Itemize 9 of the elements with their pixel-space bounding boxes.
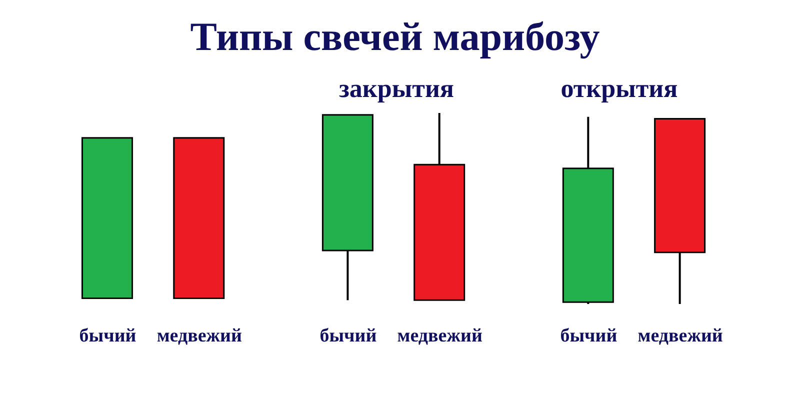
x-tick-label: медвежий — [638, 326, 723, 346]
text: закрытия — [338, 74, 454, 103]
text: открытия — [560, 74, 678, 103]
x-tick-label: медвежий — [397, 326, 482, 346]
x-tick-label: бычий — [320, 326, 377, 346]
x-tick-label: медвежий — [156, 326, 242, 346]
x-tick-label: бычий — [79, 326, 136, 346]
x-tick-label: бычий — [560, 326, 618, 346]
chart-title: Типы свечей марибозу — [190, 14, 600, 59]
